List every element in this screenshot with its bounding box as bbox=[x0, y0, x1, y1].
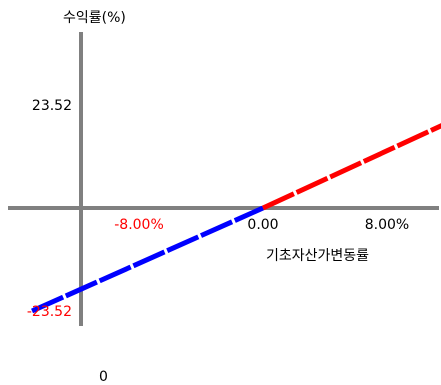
series-layer bbox=[31, 123, 441, 314]
x-tick-label-2: 0.00 bbox=[247, 217, 278, 233]
series-line-1 bbox=[31, 205, 265, 314]
y-tick-label-1: 23.52 bbox=[32, 98, 72, 114]
x-axis-title: 기초자산가변동률 bbox=[266, 248, 369, 264]
y-tick-label-2: -23.52 bbox=[27, 304, 72, 320]
series-line-2 bbox=[261, 123, 441, 211]
x-tick-labels: -8.00% 0.00 8.00% bbox=[114, 217, 409, 233]
y-tick-labels: 23.52 -23.52 bbox=[27, 98, 72, 320]
x-tick-label-3: 8.00% bbox=[365, 217, 409, 233]
x-tick-label-1: -8.00% bbox=[114, 217, 164, 233]
y-axis-title: 수익률(%) bbox=[63, 10, 126, 26]
origin-label: 0 bbox=[99, 369, 108, 385]
